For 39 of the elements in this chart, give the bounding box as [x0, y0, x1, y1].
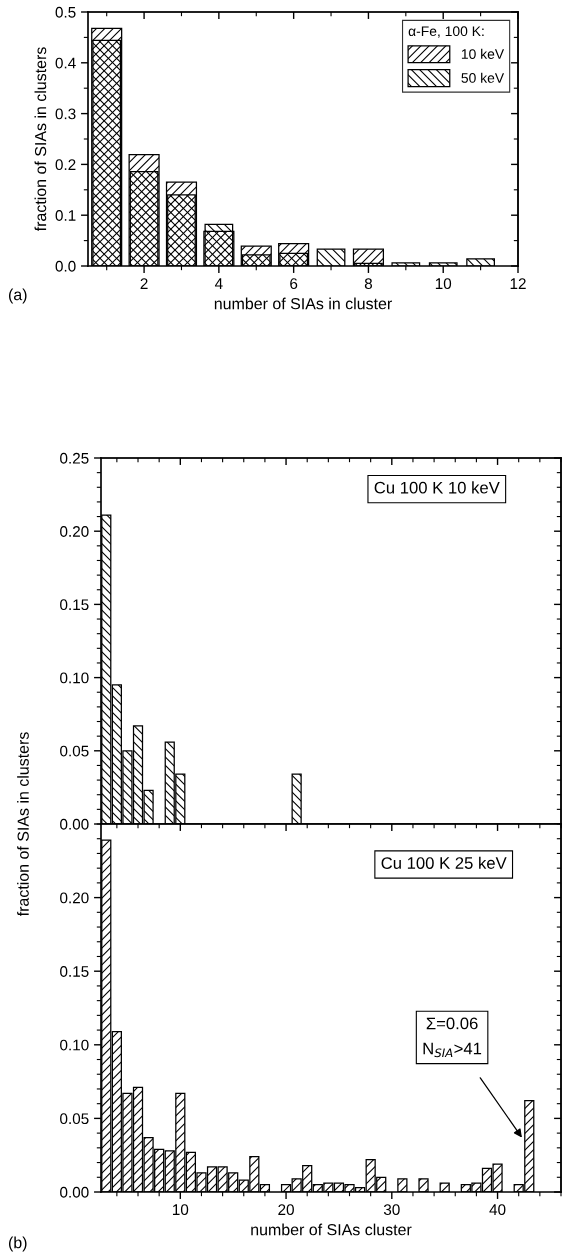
y-tick-label: 0.2 — [55, 159, 76, 171]
y-tick-label: 0.3 — [55, 108, 76, 120]
legend-label: 10 keV — [461, 48, 505, 59]
x-tick-label: 6 — [290, 278, 298, 290]
y-tick-label: 0.00 — [60, 1186, 89, 1198]
y-tick-label: 0.15 — [60, 966, 89, 977]
y-tick-label: 0.05 — [60, 745, 89, 757]
text: (b) — [8, 1236, 27, 1252]
x-tick-label: 2 — [140, 278, 148, 289]
y-tick-label: 0.10 — [60, 1039, 89, 1051]
annotation: Cu 100 K 10 keV — [374, 481, 500, 494]
y-axis-title: fraction of SIAs in clusters — [34, 47, 47, 232]
y-tick-label: 0.0 — [55, 260, 76, 272]
annotation: Cu 100 K 25 keV — [381, 856, 507, 869]
x-tick-label: 4 — [214, 278, 223, 289]
y-tick-label: 0.4 — [55, 57, 76, 69]
x-tick-label: 20 — [278, 1204, 294, 1216]
x-tick-label: 30 — [383, 1204, 400, 1216]
legend-label: 50 keV — [461, 72, 505, 83]
y-tick-label: 0.05 — [60, 1113, 89, 1125]
x-tick-label: 8 — [364, 278, 373, 290]
y-tick-label: 0.25 — [60, 452, 89, 464]
y-tick-label: 0.20 — [60, 526, 89, 537]
y-tick-label: 0.00 — [60, 818, 89, 830]
annotation: Σ=0.06 N$_{SIA}$>41 — [423, 1017, 482, 1058]
x-axis-title: number of SIAs cluster — [251, 1223, 412, 1236]
y-axis-title: fraction of SIAs in clusters — [17, 732, 29, 917]
x-tick-label: 40 — [489, 1204, 506, 1216]
y-tick-label: 0.10 — [60, 672, 89, 684]
legend-title: α-Fe, 100 K: — [408, 26, 484, 38]
y-tick-label: 0.20 — [60, 892, 89, 904]
x-tick-label: 10 — [172, 1204, 189, 1216]
x-tick-label: 10 — [435, 278, 452, 290]
text: (a) — [8, 288, 27, 304]
y-tick-label: 0.15 — [60, 599, 89, 611]
y-tick-label: 0.1 — [55, 210, 76, 221]
y-tick-label: 0.5 — [55, 6, 76, 18]
x-tick-label: 12 — [510, 278, 526, 289]
x-axis-title: number of SIAs in cluster — [214, 297, 392, 310]
